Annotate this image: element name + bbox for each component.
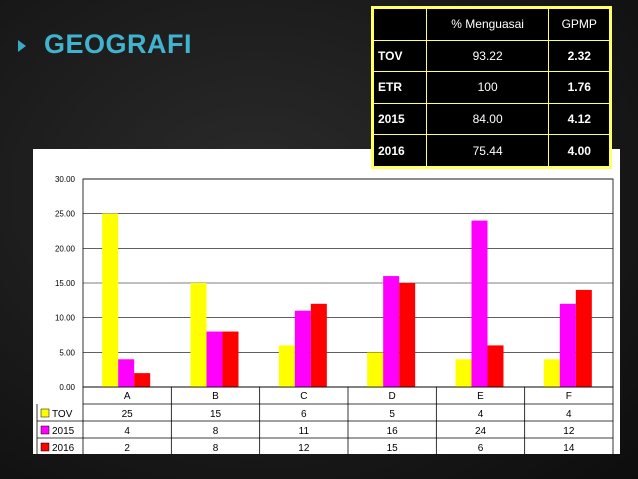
bar-2015 xyxy=(118,359,135,387)
legend-label: 2015 xyxy=(52,426,75,437)
data-table-value: 12 xyxy=(563,426,575,437)
data-table-value: 6 xyxy=(478,443,484,454)
y-tick-label: 25.00 xyxy=(55,210,76,219)
stats-row: 2016 75.44 4.00 xyxy=(373,134,610,167)
stats-header-blank xyxy=(373,8,427,41)
bar-chart: 0.00 5.00 10.00 15.00 20.00 25.00 30.00 A B C D E F T… xyxy=(36,175,614,456)
stats-row-gpmp: 1.76 xyxy=(548,71,610,104)
data-table-value: 4 xyxy=(478,409,484,420)
stats-table: % Menguasai GPMP TOV 93.22 2.32 ETR 100 … xyxy=(371,6,612,169)
bar-2016 xyxy=(222,331,239,387)
x-tick-label: E xyxy=(477,391,484,402)
data-table-value: 11 xyxy=(299,426,310,437)
stats-row-label: ETR xyxy=(373,71,427,104)
legend-label: 2016 xyxy=(52,443,75,454)
slide-title: GEOGRAFI xyxy=(44,29,193,59)
data-table-value: 15 xyxy=(210,409,222,420)
bar-tov xyxy=(278,345,295,387)
y-tick-label: 0.00 xyxy=(59,383,75,392)
stats-row-label: 2016 xyxy=(373,134,427,167)
stats-header-menguasai: % Menguasai xyxy=(425,8,550,41)
x-tick-label: C xyxy=(300,391,307,402)
stats-row: TOV 93.22 2.32 xyxy=(373,39,610,73)
data-table-value: 16 xyxy=(387,426,399,437)
stats-row-menguasai: 93.22 xyxy=(425,39,550,73)
data-table-value: 2 xyxy=(124,443,130,454)
legend-swatch-tov xyxy=(40,408,50,418)
data-table-value: 8 xyxy=(213,443,219,454)
y-tick-label: 30.00 xyxy=(55,175,76,184)
y-tick-label: 15.00 xyxy=(55,279,76,288)
bar-2016 xyxy=(134,373,151,387)
data-table-value: 12 xyxy=(298,443,310,454)
data-table-value: 5 xyxy=(389,409,395,420)
x-tick-label: D xyxy=(389,391,396,402)
bar-tov xyxy=(455,359,472,387)
bar-tov xyxy=(543,359,560,387)
bar-tov xyxy=(190,283,207,387)
title-bullet-icon xyxy=(18,40,26,52)
x-tick-label: A xyxy=(124,391,131,402)
data-table-value: 14 xyxy=(563,443,575,454)
stats-row-menguasai: 100 xyxy=(425,71,550,104)
data-table-value: 25 xyxy=(122,409,134,420)
bar-2015 xyxy=(206,331,223,387)
stats-row-gpmp: 2.32 xyxy=(548,39,610,73)
bar-2016 xyxy=(310,303,327,387)
legend-label: TOV xyxy=(52,409,73,420)
stats-row-gpmp: 4.12 xyxy=(548,102,610,136)
bar-tov xyxy=(367,352,384,387)
stats-row-menguasai: 84.00 xyxy=(425,102,550,136)
bar-2015 xyxy=(383,276,400,387)
stats-row-menguasai: 75.44 xyxy=(425,134,550,167)
data-table-value: 8 xyxy=(213,426,219,437)
stats-row: ETR 100 1.76 xyxy=(373,71,610,104)
stats-row-label: TOV xyxy=(373,39,427,73)
y-tick-label: 10.00 xyxy=(55,314,76,323)
bar-2015 xyxy=(559,303,576,387)
x-tick-label: B xyxy=(212,391,219,402)
bar-2016 xyxy=(487,345,504,387)
stats-row: 2015 84.00 4.12 xyxy=(373,102,610,136)
bar-2015 xyxy=(471,220,488,387)
stats-row-gpmp: 4.00 xyxy=(548,134,610,167)
stats-row-label: 2015 xyxy=(373,102,427,136)
stats-header-gpmp: GPMP xyxy=(548,8,610,41)
bar-2016 xyxy=(399,283,416,387)
data-table-value: 4 xyxy=(566,409,572,420)
y-tick-label: 5.00 xyxy=(59,348,75,357)
legend-swatch-2016 xyxy=(40,442,50,452)
legend-swatch-2015 xyxy=(40,425,50,435)
stats-header-row: % Menguasai GPMP xyxy=(373,8,610,41)
data-table-value: 4 xyxy=(124,426,130,437)
data-table-value: 6 xyxy=(301,409,307,420)
chart-panel: 0.00 5.00 10.00 15.00 20.00 25.00 30.00 A B C D E F T… xyxy=(33,149,620,456)
bar-tov xyxy=(102,213,119,387)
data-table-value: 15 xyxy=(387,443,399,454)
bar-2016 xyxy=(575,289,592,387)
data-table-value: 24 xyxy=(475,426,487,437)
x-tick-label: F xyxy=(566,391,572,402)
bar-2015 xyxy=(294,310,311,387)
y-tick-label: 20.00 xyxy=(55,244,76,253)
